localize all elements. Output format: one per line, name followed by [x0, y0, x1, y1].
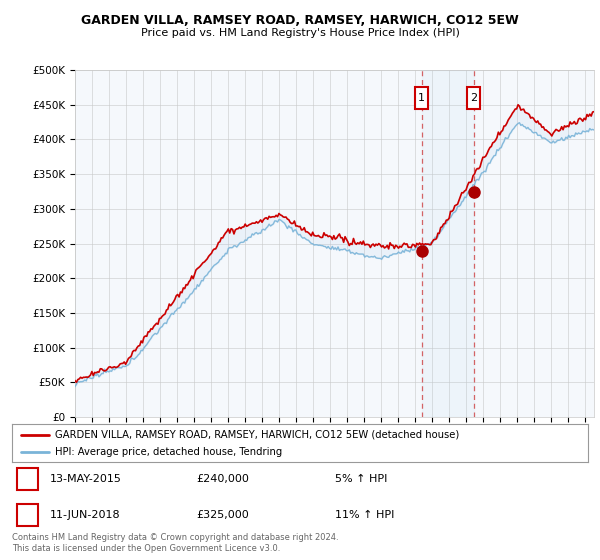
Text: 5% ↑ HPI: 5% ↑ HPI [335, 474, 387, 484]
Bar [422, 70, 474, 417]
Text: 2: 2 [470, 93, 478, 103]
Text: GARDEN VILLA, RAMSEY ROAD, RAMSEY, HARWICH, CO12 5EW (detached house): GARDEN VILLA, RAMSEY ROAD, RAMSEY, HARWI… [55, 430, 460, 440]
FancyBboxPatch shape [415, 87, 428, 109]
Text: Contains HM Land Registry data © Crown copyright and database right 2024.
This d: Contains HM Land Registry data © Crown c… [12, 533, 338, 553]
Text: 1: 1 [418, 93, 425, 103]
FancyBboxPatch shape [17, 504, 38, 526]
Text: GARDEN VILLA, RAMSEY ROAD, RAMSEY, HARWICH, CO12 5EW: GARDEN VILLA, RAMSEY ROAD, RAMSEY, HARWI… [81, 14, 519, 27]
Text: £240,000: £240,000 [196, 474, 249, 484]
Text: 11% ↑ HPI: 11% ↑ HPI [335, 510, 394, 520]
Text: 1: 1 [24, 473, 31, 486]
FancyBboxPatch shape [467, 87, 480, 109]
Text: 11-JUN-2018: 11-JUN-2018 [49, 510, 120, 520]
Text: 2: 2 [24, 508, 31, 521]
FancyBboxPatch shape [17, 468, 38, 490]
Text: Price paid vs. HM Land Registry's House Price Index (HPI): Price paid vs. HM Land Registry's House … [140, 28, 460, 38]
Text: 13-MAY-2015: 13-MAY-2015 [49, 474, 121, 484]
Text: HPI: Average price, detached house, Tendring: HPI: Average price, detached house, Tend… [55, 447, 283, 458]
Text: £325,000: £325,000 [196, 510, 249, 520]
